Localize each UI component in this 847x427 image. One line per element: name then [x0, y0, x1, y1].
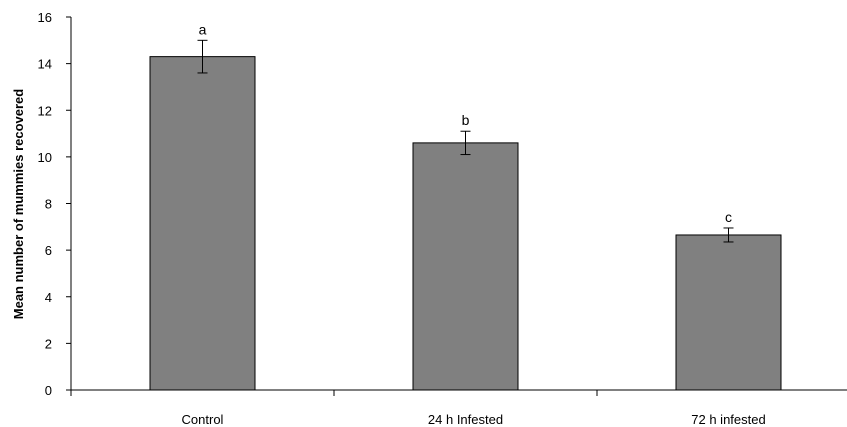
- y-tick-label: 10: [38, 150, 52, 165]
- bar-1: [149, 56, 256, 391]
- y-tick-label: 0: [45, 383, 52, 398]
- x-tick-label: Control: [182, 412, 224, 427]
- y-tick-label: 8: [45, 197, 52, 212]
- y-tick-label: 16: [38, 10, 52, 25]
- y-tick-label: 2: [45, 336, 52, 351]
- significance-label-1: a: [199, 21, 207, 37]
- y-tick-label: 6: [45, 243, 52, 258]
- y-tick-label: 14: [38, 57, 52, 72]
- y-axis-title: Mean number of mummies recovered: [11, 89, 26, 320]
- bar-3: [675, 234, 782, 391]
- x-axis: Control 24 h Infested 72 h infested: [70, 389, 847, 427]
- y-tick-label: 12: [38, 103, 52, 118]
- bars: a b c: [149, 21, 782, 391]
- significance-label-2: b: [462, 112, 470, 128]
- bar-2: [412, 142, 519, 391]
- y-axis: 0 2 4 6 8 10 12 14 16: [38, 10, 72, 398]
- y-tick-label: 4: [45, 290, 52, 305]
- x-tick-label: 24 h Infested: [428, 412, 503, 427]
- significance-label-3: c: [725, 209, 732, 225]
- x-tick-label: 72 h infested: [691, 412, 765, 427]
